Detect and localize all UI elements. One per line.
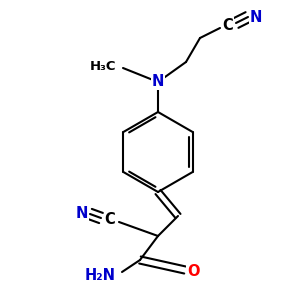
Text: N: N — [152, 74, 164, 89]
Text: H₃C: H₃C — [90, 59, 116, 73]
Text: C: C — [105, 212, 116, 227]
Text: O: O — [187, 265, 199, 280]
Text: C: C — [223, 17, 233, 32]
Text: H₂N: H₂N — [85, 268, 116, 284]
Text: N: N — [76, 206, 88, 221]
Text: N: N — [250, 10, 262, 25]
